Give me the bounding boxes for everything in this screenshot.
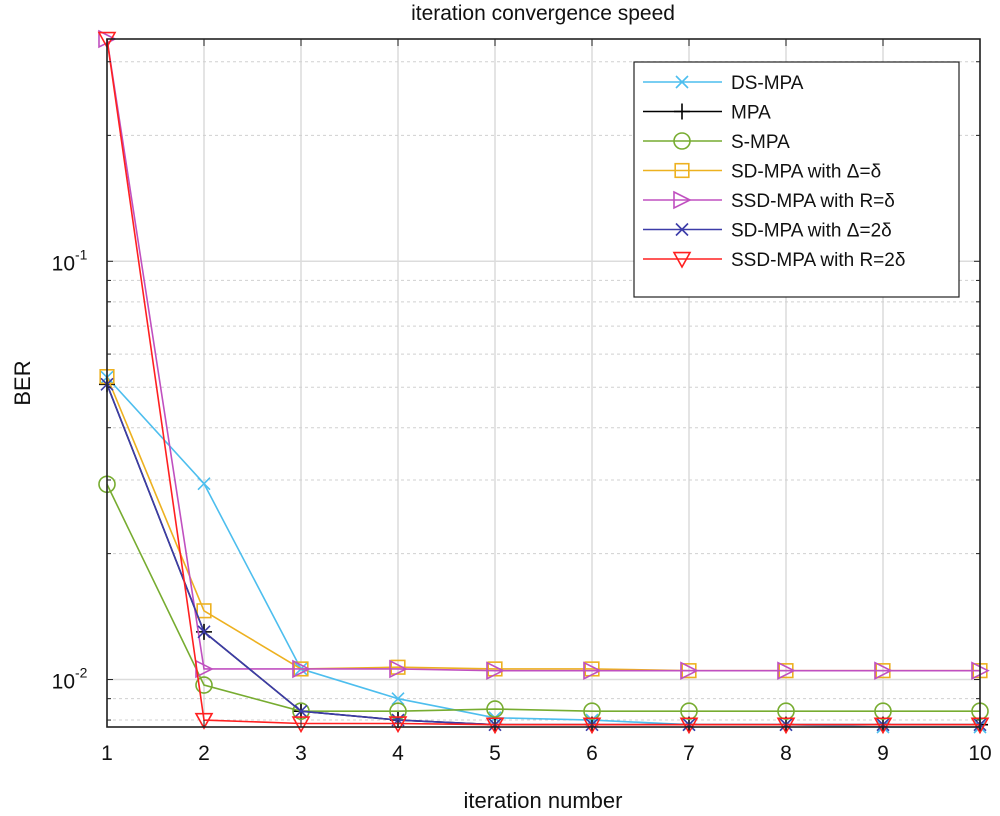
- legend-label: DS-MPA: [731, 73, 804, 94]
- series-2: [98, 475, 989, 720]
- y-tick-label-exponent: -2: [75, 665, 88, 681]
- x-tick-label: 3: [295, 742, 307, 765]
- marker-circle: [583, 702, 601, 720]
- marker-triangle-down: [582, 717, 602, 735]
- series-line: [106, 384, 980, 726]
- x-tick-label: 2: [198, 742, 210, 765]
- marker-triangle-right: [583, 661, 602, 680]
- marker-triangle-down: [873, 717, 893, 735]
- marker-triangle-right: [389, 659, 408, 679]
- legend-item: SD-MPA with Δ=δ: [643, 162, 881, 183]
- legend-label: SSD-MPA with R=δ: [731, 191, 895, 212]
- legend-item: MPA: [643, 103, 771, 124]
- x-tick-label: 4: [392, 742, 404, 765]
- marker-triangle-right: [680, 661, 699, 680]
- chart-title: iteration convergence speed: [411, 2, 675, 25]
- legend-label: MPA: [731, 103, 771, 124]
- marker-circle: [777, 702, 795, 720]
- marker-square: [196, 603, 212, 619]
- x-tick-label: 5: [489, 742, 501, 765]
- legend-label: SD-MPA with Δ=δ: [731, 162, 881, 183]
- marker-circle: [195, 676, 213, 694]
- legend-item: S-MPA: [643, 132, 790, 153]
- x-axis-label: iteration number: [464, 788, 623, 813]
- legend-item: SSD-MPA with R=δ: [643, 190, 895, 212]
- marker-plus: [674, 103, 690, 120]
- marker-square: [674, 162, 690, 179]
- y-tick-label-exponent: -1: [75, 246, 88, 262]
- x-tick-label: 7: [683, 742, 695, 765]
- marker-triangle-right: [673, 190, 692, 210]
- marker-triangle-down: [194, 712, 214, 730]
- marker-triangle-right: [874, 661, 893, 680]
- legend-label: S-MPA: [731, 132, 790, 153]
- marker-circle: [680, 702, 698, 720]
- marker-circle: [874, 702, 892, 720]
- series-line: [106, 376, 980, 728]
- legend-label: SSD-MPA with R=2δ: [731, 250, 905, 271]
- marker-triangle-down: [776, 717, 796, 735]
- marker-x: [294, 704, 308, 718]
- marker-circle: [673, 132, 691, 150]
- axes-box: [106, 38, 981, 728]
- y-tick-label: 10: [52, 671, 75, 694]
- marker-triangle-right: [486, 661, 505, 680]
- legend: DS-MPA MPA S-MPA SD-MPA with Δ=δ SSD-MPA wit…: [633, 61, 960, 298]
- marker-x: [197, 625, 211, 639]
- x-tick-label: 10: [968, 742, 991, 765]
- series-line: [106, 38, 980, 672]
- marker-x: [675, 222, 689, 237]
- x-tick-label: 8: [780, 742, 792, 765]
- legend-box: [633, 61, 960, 298]
- legend-item: SD-MPA with Δ=2δ: [643, 221, 892, 242]
- y-tick-label: 10: [52, 252, 75, 275]
- marker-x: [675, 75, 689, 89]
- marker-square: [390, 659, 406, 675]
- marker-triangle-down: [291, 716, 311, 734]
- marker-x: [197, 477, 211, 491]
- series-line: [106, 384, 980, 726]
- marker-x: [391, 692, 405, 706]
- legend-item: SSD-MPA with R=2δ: [643, 250, 905, 271]
- series-0: [100, 370, 987, 734]
- marker-square: [584, 661, 600, 677]
- marker-triangle-down: [672, 251, 692, 269]
- y-axis-label: BER: [10, 360, 35, 405]
- legend-label: SD-MPA with Δ=2δ: [731, 221, 892, 242]
- marker-triangle-right: [292, 659, 311, 679]
- series-5: [100, 377, 987, 732]
- series-line: [106, 38, 980, 726]
- marker-square: [487, 661, 503, 677]
- marker-triangle-down: [388, 716, 408, 734]
- x-tick-label: 9: [877, 742, 889, 765]
- marker-triangle-down: [485, 717, 505, 735]
- x-tick-label: 6: [586, 742, 598, 765]
- legend-item: DS-MPA: [643, 73, 804, 94]
- marker-circle: [486, 700, 504, 718]
- x-tick-label: 1: [101, 742, 113, 765]
- series-line: [106, 376, 980, 672]
- series-line: [106, 483, 980, 712]
- marker-triangle-right: [777, 661, 796, 680]
- marker-triangle-down: [679, 717, 699, 735]
- series-3: [99, 369, 988, 679]
